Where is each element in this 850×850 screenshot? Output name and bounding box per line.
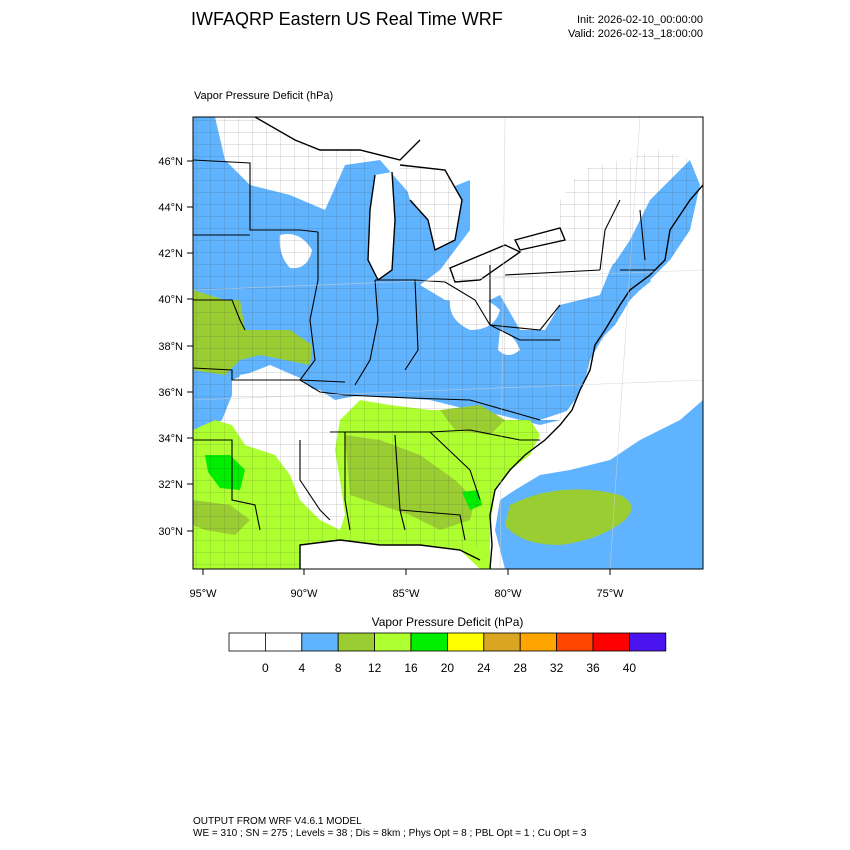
lake-michigan (368, 172, 395, 280)
state-boundaries (193, 159, 655, 541)
colorbar-label: 20 (441, 661, 455, 675)
lat-label-38: 38°N (158, 341, 183, 353)
graticule-line-4 (193, 379, 703, 401)
lat-label-46: 46°N (158, 156, 183, 168)
colorbar-swatch (483, 632, 521, 652)
boundary-1 (193, 159, 319, 233)
coast-lake-ontario (513, 227, 566, 251)
colorbar-label: 36 (586, 661, 600, 675)
coast-gulf (299, 539, 481, 569)
boundary-21 (639, 209, 646, 261)
lat-label-44: 44°N (158, 202, 183, 214)
boundary-4 (193, 367, 346, 383)
colorbar-label: 8 (335, 661, 342, 675)
coastlines (254, 117, 703, 569)
lat-label-36: 36°N (158, 387, 183, 399)
lat-label-32: 32°N (158, 479, 183, 491)
lon-tick-labels: 95°W 90°W 85°W 80°W 75°W (189, 588, 624, 600)
boundary-3 (193, 299, 246, 331)
colorbar-swatch (264, 632, 303, 652)
colorbar-swatch (410, 632, 448, 652)
model-config: WE = 310 ; SN = 275 ; Levels = 38 ; Dis … (193, 828, 587, 839)
graticule (193, 117, 703, 569)
boundary-14 (330, 429, 540, 441)
boundary-18 (504, 269, 601, 276)
lon-label-85: 85°W (392, 588, 420, 600)
colorbar-label: 12 (368, 661, 382, 675)
coast-atlantic (489, 184, 703, 569)
coast-lake-huron (399, 164, 463, 252)
lon-ticks (202, 569, 611, 575)
colorbar-title: Vapor Pressure Deficit (hPa) (371, 615, 524, 629)
lat-label-40: 40°N (158, 294, 183, 306)
boundary-5 (299, 379, 541, 421)
valid-time: Valid: 2026-02-13_18:00:00 (568, 28, 703, 40)
map-frame (192, 116, 704, 570)
colorbar-swatch (629, 632, 667, 652)
model-info-footer: OUTPUT FROM WRF V4.6.1 MODEL WE = 310 ; … (193, 816, 586, 840)
boundary-7 (354, 279, 379, 386)
lon-label-95: 95°W (189, 588, 217, 600)
colorbar-swatch (228, 632, 266, 652)
colorbar-label: 40 (623, 661, 637, 675)
colorbar-label: 4 (298, 661, 305, 675)
boundary-17 (489, 265, 561, 331)
boundary-16 (399, 509, 466, 541)
lon-label-80: 80°W (494, 588, 522, 600)
graticule-line-3 (193, 269, 703, 291)
run-times: Init: 2026-02-10_00:00:00 Valid: 2026-02… (560, 13, 703, 41)
lon-label-75: 75°W (596, 588, 624, 600)
atlantic-vpd-olive (505, 489, 632, 545)
colorbar-label: 16 (404, 661, 418, 675)
county-lines (193, 117, 700, 569)
colorbar-label: 0 (262, 661, 269, 675)
colorbar-label: 24 (477, 661, 491, 675)
boundary-9 (404, 279, 419, 371)
boundary-19 (599, 199, 621, 271)
colorbar-label: 32 (550, 661, 564, 675)
lake-superior (255, 117, 420, 160)
boundary-15 (429, 431, 481, 501)
lat-label-42: 42°N (158, 248, 183, 260)
coast-lake-superior (254, 117, 421, 161)
boundary-10 (193, 439, 261, 531)
lat-label-30: 30°N (158, 526, 183, 538)
init-time: Init: 2026-02-10_00:00:00 (577, 14, 703, 26)
boundary-22 (444, 281, 560, 341)
coast-lake-michigan (367, 171, 396, 282)
map-field (193, 117, 703, 569)
graticule-line-2 (609, 117, 641, 569)
lat-tick-labels: 46°N 44°N 42°N 40°N 38°N 36°N 34°N 32°N … (158, 156, 183, 538)
boundary-11 (299, 440, 331, 521)
colorbar: 0 4 8 12 16 20 24 28 32 36 40 (228, 632, 667, 675)
colorbar-swatch (556, 632, 594, 652)
colorbar-swatch (446, 632, 485, 652)
model-version: OUTPUT FROM WRF V4.6.1 MODEL (193, 816, 362, 827)
lat-label-34: 34°N (158, 433, 183, 445)
colorbar-swatch (592, 632, 630, 652)
colorbar-swatch (519, 632, 558, 652)
lat-ticks (187, 160, 193, 532)
colorbar-swatch (301, 632, 339, 652)
boundary-6 (299, 232, 319, 381)
panel-label: Vapor Pressure Deficit (hPa) (194, 90, 334, 102)
boundary-12 (344, 432, 351, 531)
colorbar-swatch (337, 632, 376, 652)
map-title: IWFAQRP Eastern US Real Time WRF (191, 9, 503, 29)
graticule-line-1 (499, 117, 506, 569)
colorbar-swatch (374, 632, 412, 652)
colorbar-label: 28 (514, 661, 528, 675)
lon-label-90: 90°W (290, 588, 318, 600)
